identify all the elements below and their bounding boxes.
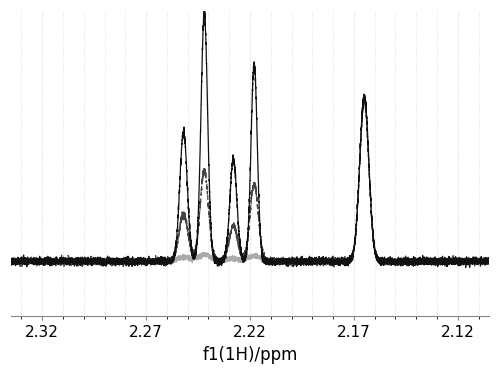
- X-axis label: f1(1H)/ppm: f1(1H)/ppm: [202, 346, 298, 364]
